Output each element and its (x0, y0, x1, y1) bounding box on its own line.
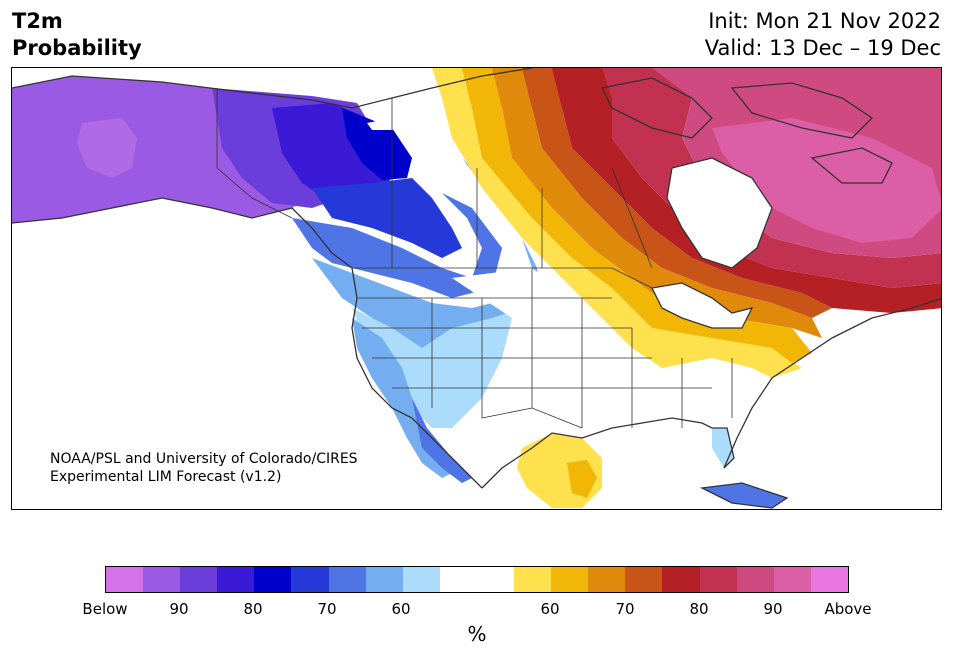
region-above-55 (432, 68, 802, 378)
colorbar-label-below-90: 90 (169, 600, 189, 618)
colorbar-segment (625, 567, 663, 592)
credit-text: NOAA/PSL and University of Colorado/CIRE… (50, 450, 358, 486)
region-below-cuba (702, 483, 787, 508)
region-above-60 (462, 68, 812, 363)
colorbar-segment (476, 567, 515, 592)
region-below-65 (312, 178, 462, 258)
great-slave-lake (367, 116, 412, 130)
colorbar-segment (551, 567, 589, 592)
map-title: T2m Probability (12, 8, 142, 62)
colorbar-segment (328, 567, 366, 592)
colorbar-segment (773, 567, 811, 592)
colorbar-segment (254, 567, 292, 592)
title-line-1: T2m (12, 9, 63, 33)
region-above-70 (522, 68, 832, 318)
colorbar-segment (810, 567, 848, 592)
credit-line-2: Experimental LIM Forecast (v1.2) (50, 469, 282, 485)
colorbar-unit: % (467, 622, 487, 646)
colorbar-segment (106, 567, 144, 592)
valid-date: Valid: 13 Dec – 19 Dec (704, 36, 941, 60)
colorbar-segment (662, 567, 700, 592)
region-above-65 (492, 68, 822, 338)
great-lakes (652, 283, 752, 328)
region-below-70 (342, 108, 412, 180)
region-above-texas-core (567, 460, 597, 498)
region-below-baja (412, 398, 472, 483)
coastlines (12, 68, 941, 509)
colorbar-segment (439, 567, 477, 592)
colorbar-segment (736, 567, 774, 592)
region-below-55 (312, 128, 542, 378)
colorbar-label-below-80: 80 (243, 600, 263, 618)
colorbar-segment (402, 567, 440, 592)
colorbar-segment (180, 567, 218, 592)
region-above-75 (552, 68, 941, 313)
title-line-2: Probability (12, 36, 142, 60)
political-borders (216, 88, 733, 429)
region-below-50 (352, 308, 532, 428)
colorbar-label-below-70: 70 (317, 600, 337, 618)
init-date: Init: Mon 21 Nov 2022 (708, 9, 941, 33)
great-bear-lake (412, 148, 452, 163)
credit-line-1: NOAA/PSL and University of Colorado/CIRE… (50, 451, 358, 467)
colorbar-label-above: Above (824, 600, 872, 618)
colorbar-label-above-70: 70 (615, 600, 635, 618)
colorbar-label-above-90: 90 (763, 600, 783, 618)
region-above-90 (712, 118, 941, 243)
colorbar-label-above-80: 80 (689, 600, 709, 618)
colorbar-segment (143, 567, 181, 592)
colorbar-segment (291, 567, 329, 592)
colorbar-segment (365, 567, 403, 592)
hudson-bay (667, 158, 772, 268)
map-svg (12, 68, 941, 509)
colorbar-segment (514, 567, 552, 592)
colorbar-segment (699, 567, 737, 592)
region-below-90 (77, 118, 137, 178)
colorbar-label-below-60: 60 (391, 600, 411, 618)
colorbar-label-below: Below (82, 600, 128, 618)
colorbar-label-above-60: 60 (540, 600, 560, 618)
probability-map: NOAA/PSL and University of Colorado/CIRE… (11, 67, 942, 510)
region-below-60 (292, 193, 502, 298)
colorbar-segment (217, 567, 255, 592)
forecast-dates: Init: Mon 21 Nov 2022 Valid: 13 Dec – 19… (705, 8, 941, 62)
colorbar (105, 566, 849, 593)
colorbar-segment (588, 567, 626, 592)
